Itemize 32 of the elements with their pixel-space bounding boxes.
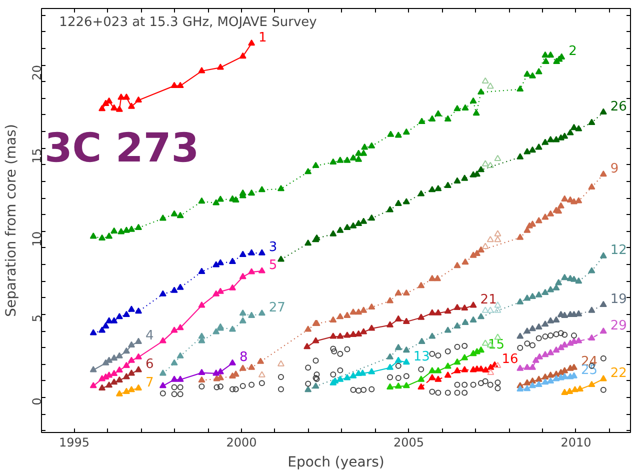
y-tick-label: 20 xyxy=(30,65,44,80)
series-label: 27 xyxy=(268,300,286,316)
y-axis-title: Separation from core (mas) xyxy=(4,124,20,317)
series-label: 29 xyxy=(610,318,627,334)
series-label: 21 xyxy=(480,292,497,308)
y-tick-label: 10 xyxy=(30,231,44,247)
series-label: 4 xyxy=(145,328,154,344)
series-label: 19 xyxy=(610,292,627,307)
series-label: 22 xyxy=(610,366,627,381)
annotation: 3C 273 xyxy=(44,125,200,172)
series-label: 2 xyxy=(568,44,577,60)
series-label: 8 xyxy=(239,350,248,366)
series-label: 5 xyxy=(268,258,278,274)
y-tick-label: 0 xyxy=(30,398,44,406)
x-tick-label: 2005 xyxy=(393,436,424,450)
y-tick-label: 5 xyxy=(30,314,44,322)
x-axis-title: Epoch (years) xyxy=(288,454,384,470)
series-label: 6 xyxy=(145,356,154,372)
series-label: 26 xyxy=(610,99,627,114)
series-label: 25 xyxy=(580,363,598,378)
series-label: 1 xyxy=(258,30,267,46)
x-tick-label: 1995 xyxy=(59,436,90,450)
series-label: 3 xyxy=(268,240,278,256)
x-tick-label: 2010 xyxy=(560,436,592,450)
text: 1226+023 at 15.3 GHz, MOJAVE Survey xyxy=(59,14,318,30)
y-tick-label: 15 xyxy=(30,148,44,164)
series-label: 16 xyxy=(502,352,518,368)
x-tick-label: 2000 xyxy=(226,436,257,450)
series-label: 9 xyxy=(610,161,619,176)
series-label: 13 xyxy=(413,349,430,364)
series-label: 12 xyxy=(610,243,627,258)
series-label: 7 xyxy=(145,375,154,390)
